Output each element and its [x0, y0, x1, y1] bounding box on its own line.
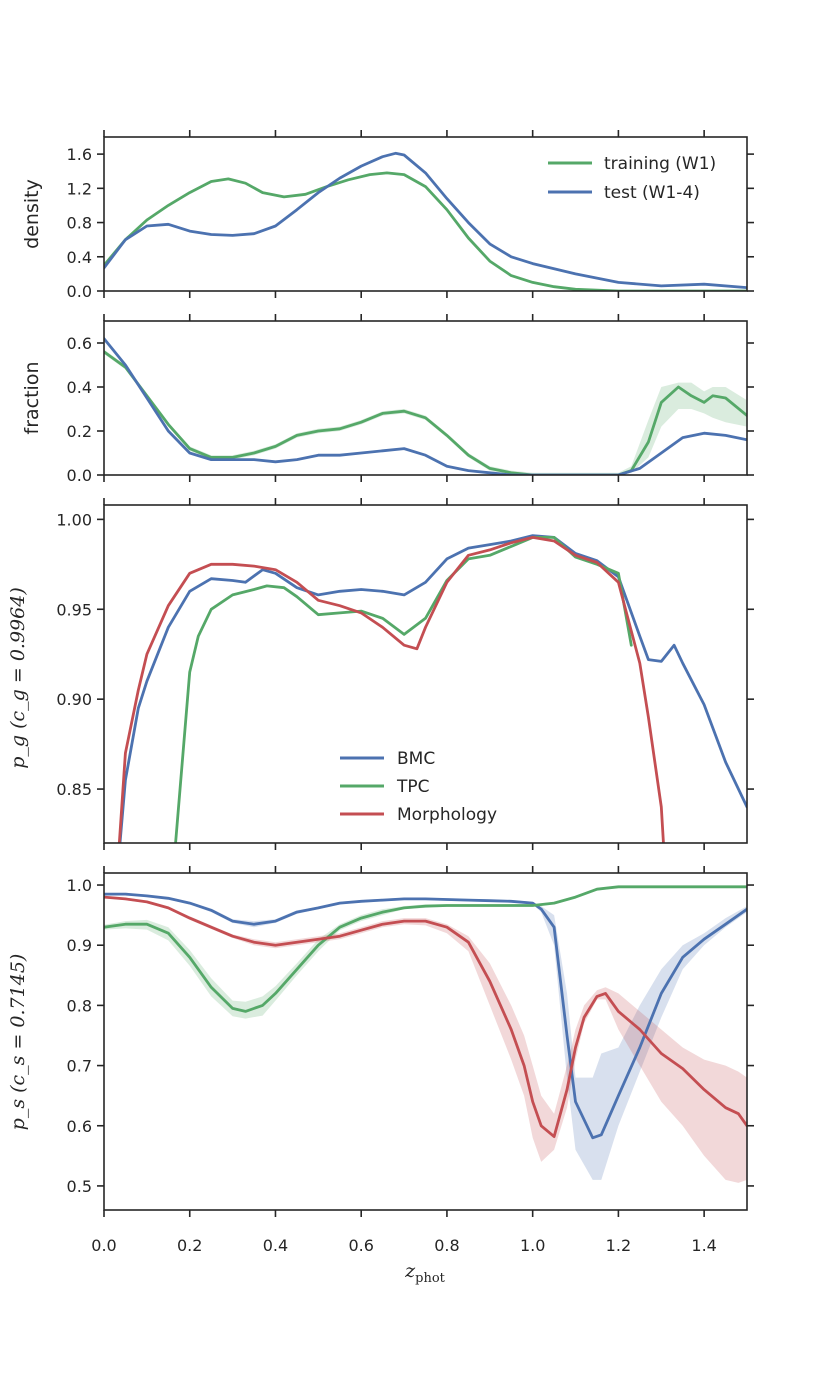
fraction-ytick-label: 0.2 — [67, 422, 92, 441]
fraction-ytick-label: 0.6 — [67, 334, 92, 353]
density-series — [104, 151, 747, 291]
x-tick-label: 0.4 — [263, 1236, 288, 1255]
legend-label-training: training (W1) — [604, 154, 716, 174]
x-tick-label: 1.0 — [520, 1236, 545, 1255]
x-tick-label: 0.6 — [348, 1236, 373, 1255]
pg-series — [117, 534, 747, 843]
ps-line-1 — [104, 885, 747, 1013]
pg-line-2 — [117, 536, 665, 843]
pg-ticks: 0.85 0.90 0.95 1.00 — [56, 498, 754, 850]
ps-line-2 — [104, 895, 747, 1138]
ps-ytick-label: 0.6 — [67, 1117, 92, 1136]
density-line-1 — [104, 151, 747, 290]
fraction-panel: 0.0 0.2 0.4 0.6 fraction — [21, 314, 754, 485]
ps-line-0 — [104, 892, 747, 1140]
ps-ytick-label: 0.9 — [67, 936, 92, 955]
ps-ylabel: p_s (c_s = 0.7145) — [7, 954, 29, 1131]
pg-ytick-label: 0.85 — [56, 780, 92, 799]
legend-label-tpc: TPC — [396, 777, 430, 797]
density-ytick-label: 1.2 — [67, 179, 92, 198]
pg-ytick-label: 0.95 — [56, 600, 92, 619]
ps-band-2 — [104, 895, 747, 1183]
x-axis-label: zphot — [404, 1260, 446, 1286]
pg-frame — [103, 504, 748, 844]
x-tick-label: 1.4 — [691, 1236, 716, 1255]
fraction-ticks: 0.0 0.2 0.4 0.6 — [67, 314, 754, 485]
density-ytick-label: 0.4 — [67, 248, 92, 267]
density-ylabel: density — [21, 179, 43, 249]
x-axis-label-main: z — [404, 1260, 416, 1282]
pg-ylabel: p_g (c_g = 0.9964) — [7, 587, 29, 768]
legend-label-morphology: Morphology — [397, 805, 497, 825]
fraction-ytick-label: 0.4 — [67, 378, 92, 397]
density-ticks: 0.0 0.4 0.8 1.2 1.6 — [67, 130, 754, 301]
ps-ytick-label: 0.5 — [67, 1177, 92, 1196]
ps-series — [104, 885, 747, 1183]
density-ytick-label: 1.6 — [67, 145, 92, 164]
x-axis-label-sub: phot — [415, 1271, 446, 1286]
pg-panel: 0.85 0.90 0.95 1.00 p_g (c_g = 0.9964) BMC … — [7, 498, 754, 850]
density-ytick-label: 0.8 — [67, 214, 92, 233]
ps-band-0 — [104, 892, 747, 1180]
fraction-ytick-label: 0.0 — [67, 466, 92, 485]
legend-label-bmc: BMC — [397, 749, 435, 769]
ps-panel: 0.5 0.6 0.7 0.8 0.9 1.0 p_s (c_s = 0.7145) — [7, 866, 754, 1217]
x-tick-label: 0.8 — [434, 1236, 459, 1255]
density-ytick-label: 0.0 — [67, 282, 92, 301]
ps-ticks: 0.5 0.6 0.7 0.8 0.9 1.0 — [67, 866, 754, 1217]
x-tick-label: 0.2 — [177, 1236, 202, 1255]
pg-line-0 — [118, 534, 747, 843]
fraction-ylabel: fraction — [21, 362, 43, 435]
ps-frame — [103, 872, 748, 1211]
density-frame — [103, 136, 748, 292]
ps-ytick-label: 0.8 — [67, 996, 92, 1015]
pg-line-1 — [174, 536, 633, 843]
ps-ytick-label: 0.7 — [67, 1057, 92, 1076]
x-tick-label: 0.0 — [91, 1236, 116, 1255]
ps-ytick-label: 1.0 — [67, 876, 92, 895]
fraction-frame — [103, 320, 748, 476]
fraction-line-1 — [104, 337, 747, 475]
x-tick-label: 1.2 — [606, 1236, 631, 1255]
density-line-0 — [104, 171, 747, 291]
fraction-series — [104, 337, 747, 475]
pg-legend: BMC TPC Morphology — [340, 749, 497, 825]
fraction-line-0 — [104, 350, 747, 475]
density-panel: 0.0 0.4 0.8 1.2 1.6 density training (W1) te… — [21, 130, 754, 301]
density-legend: training (W1) test (W1-4) — [548, 154, 716, 203]
legend-label-test: test (W1-4) — [604, 183, 700, 203]
x-tick-labels: 0.0 0.2 0.4 0.6 0.8 1.0 1.2 1.4 — [91, 1236, 717, 1255]
pg-ytick-label: 0.90 — [56, 690, 92, 709]
pg-ytick-label: 1.00 — [56, 510, 92, 529]
